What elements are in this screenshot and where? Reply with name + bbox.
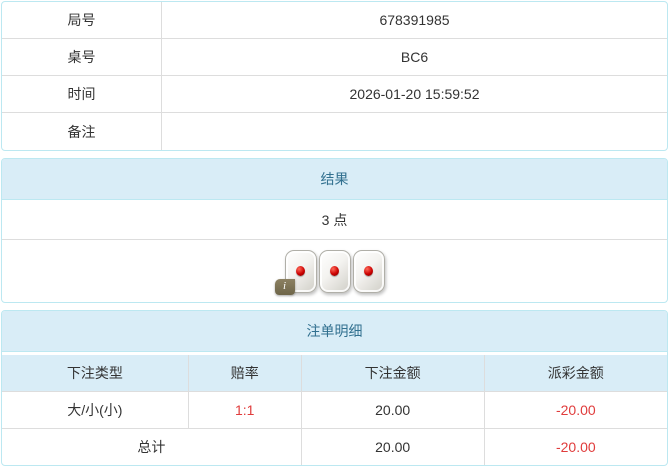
result-panel: 结果 3 点 i xyxy=(1,158,668,303)
total-row: 总计 20.00 -20.00 xyxy=(2,427,667,465)
table-row: 局号 678391985 xyxy=(2,2,667,39)
remark-label: 备注 xyxy=(2,113,162,150)
bet-details-table: 下注类型 赔率 下注金额 派彩金额 大/小(小) 1:1 20.00 -20.0… xyxy=(2,355,667,465)
total-bet-amount: 20.00 xyxy=(300,427,485,465)
table-number-value: BC6 xyxy=(400,49,429,65)
table-row: 备注 xyxy=(2,113,667,150)
total-label: 总计 xyxy=(2,427,302,465)
payout-amount-cell: -20.00 xyxy=(483,390,667,429)
result-points: 3 点 xyxy=(2,200,667,240)
bet-details-title: 注单明细 xyxy=(2,311,667,352)
bet-details-panel: 注单明细 下注类型 赔率 下注金额 派彩金额 大/小(小) 1:1 20.00 … xyxy=(1,310,668,466)
game-info-table: 局号 678391985 桌号 BC6 时间 2026-01-20 15:59:… xyxy=(1,1,668,151)
result-panel-title: 结果 xyxy=(2,159,667,200)
table-header-row: 下注类型 赔率 下注金额 派彩金额 xyxy=(2,355,667,392)
dice-row: i xyxy=(2,240,667,302)
total-payout-amount: -20.00 xyxy=(483,427,667,465)
time-label: 时间 xyxy=(2,76,162,112)
table-number-label: 桌号 xyxy=(2,39,162,75)
column-header-payout-amount: 派彩金额 xyxy=(483,355,667,392)
column-header-bet-amount: 下注金额 xyxy=(300,355,485,392)
odds-cell: 1:1 xyxy=(187,390,302,429)
table-row: 桌号 BC6 xyxy=(2,39,667,76)
time-value: 2026-01-20 15:59:52 xyxy=(349,86,480,102)
game-id-label: 局号 xyxy=(2,2,162,38)
bet-type-cell: 大/小(小) xyxy=(2,390,189,429)
column-header-odds: 赔率 xyxy=(187,355,302,392)
column-header-bet-type: 下注类型 xyxy=(2,355,189,392)
game-id-value: 678391985 xyxy=(379,12,450,28)
dice-group: i xyxy=(274,249,386,295)
die-2-icon xyxy=(318,249,351,293)
die-3-icon xyxy=(352,249,385,293)
remark-value xyxy=(162,113,667,150)
info-icon[interactable]: i xyxy=(274,278,295,295)
bet-amount-cell: 20.00 xyxy=(300,390,485,429)
table-row: 时间 2026-01-20 15:59:52 xyxy=(2,76,667,113)
table-row: 大/小(小) 1:1 20.00 -20.00 xyxy=(2,390,667,429)
